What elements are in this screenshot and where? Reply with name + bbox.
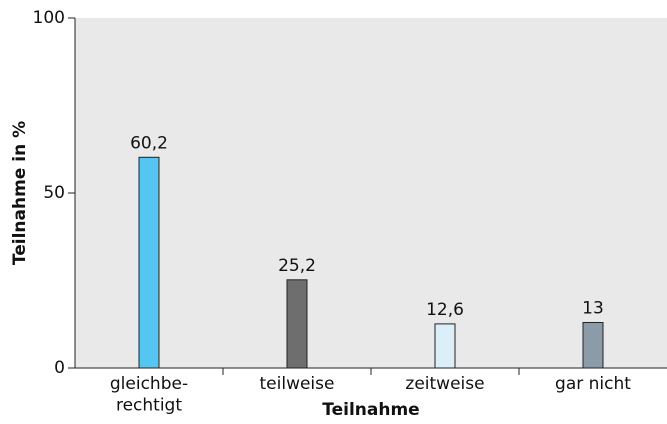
y-axis-label: Teilnahme in % bbox=[10, 121, 30, 265]
value-label: 13 bbox=[582, 299, 604, 319]
x-tick-label: zeitweise bbox=[405, 374, 484, 394]
value-label: 25,2 bbox=[278, 256, 316, 276]
value-label: 60,2 bbox=[130, 133, 168, 153]
x-tick-label: teilweise bbox=[260, 374, 335, 394]
x-tick-label: gleichbe-rechtigt bbox=[110, 374, 188, 415]
y-tick-label: 100 bbox=[33, 8, 65, 28]
x-tick-label: gar nicht bbox=[555, 374, 631, 394]
bar bbox=[582, 322, 604, 369]
bar bbox=[434, 323, 456, 369]
bar bbox=[138, 156, 160, 369]
plot-area bbox=[75, 18, 667, 368]
y-tick-label: 50 bbox=[43, 183, 65, 203]
bar bbox=[286, 279, 308, 369]
y-tick-label: 0 bbox=[54, 358, 65, 378]
x-axis-label: Teilnahme bbox=[322, 400, 419, 420]
value-label: 12,6 bbox=[426, 300, 464, 320]
